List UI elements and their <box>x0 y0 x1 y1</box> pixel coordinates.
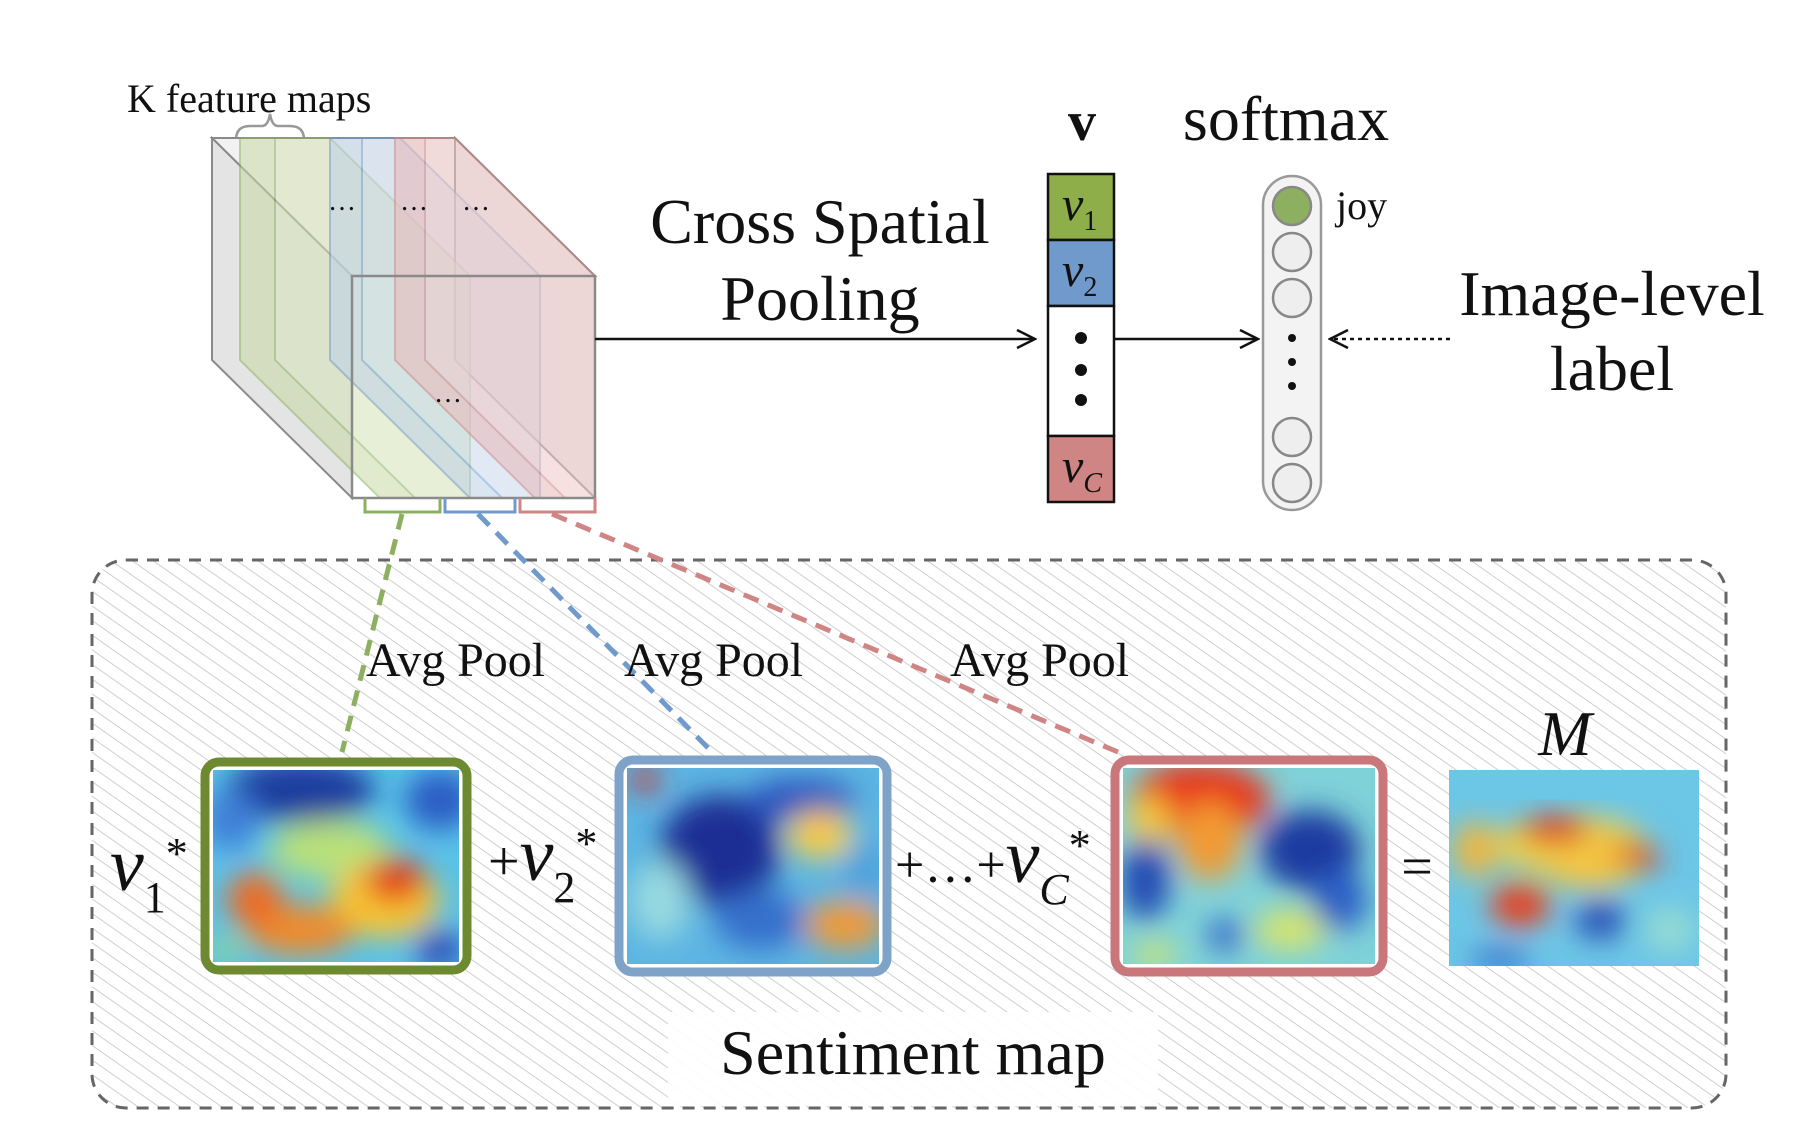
vector-cell-label-4: vC <box>1062 440 1102 499</box>
equals-sign: = <box>1401 836 1433 898</box>
image-level-label-line1: Image-level <box>1459 258 1765 329</box>
softmax-node-1 <box>1271 185 1313 227</box>
pooling-label-line1: Cross Spatial <box>650 186 990 257</box>
heatmap-3 <box>1110 755 1388 977</box>
heatmap-result: M <box>1449 698 1699 966</box>
softmax-top-label: joy <box>1334 183 1387 228</box>
softmax-node-3 <box>1271 277 1313 319</box>
term-2-expression: +v2* <box>488 813 597 912</box>
vector-title: v <box>1068 91 1096 153</box>
feature-ellipsis-1: … <box>328 186 356 217</box>
term-3-expression: +…+vC* <box>895 815 1091 914</box>
red-group-brace <box>518 498 597 514</box>
softmax-title: softmax <box>1183 83 1389 154</box>
term-3: +…+vC* <box>895 815 1091 914</box>
result-label: M <box>1537 698 1595 769</box>
avg-pool-label-1: Avg Pool <box>366 634 545 687</box>
term-2: +v2* <box>488 813 597 912</box>
feature-map-stack: K feature maps … … … … <box>127 76 598 514</box>
avg-pool-label-2: Avg Pool <box>624 634 803 687</box>
vector-cell-4 <box>1046 434 1116 504</box>
softmax-node-2 <box>1271 231 1313 273</box>
vector-cell-label-2: v2 <box>1062 244 1097 303</box>
feature-ellipsis-4: … <box>434 378 462 409</box>
softmax-node-5 <box>1271 462 1313 504</box>
cross-spatial-pooling: Cross Spatial Pooling <box>595 186 1035 339</box>
vector-cell-1 <box>1046 172 1116 242</box>
softmax-dot-2 <box>1288 358 1296 366</box>
vector-dot-2 <box>1075 364 1087 376</box>
green-avg-pool-link <box>339 513 405 753</box>
avg-pool-links: Avg Pool Avg Pool Avg Pool <box>339 511 1129 755</box>
avg-pool-label-3: Avg Pool <box>950 634 1129 687</box>
image-level-label-line2: label <box>1550 333 1674 404</box>
blue-group-brace <box>443 498 517 514</box>
vector-v: v v1 v2 vC <box>1046 91 1116 504</box>
term-1-expression: v1* <box>110 823 188 922</box>
vector-dot-3 <box>1075 394 1087 406</box>
vector-dot-1 <box>1075 332 1087 344</box>
softmax-dot-1 <box>1288 334 1296 342</box>
feature-maps-brace <box>234 113 306 141</box>
vector-cell-2 <box>1046 238 1116 308</box>
blue-avg-pool-link <box>476 512 714 754</box>
softmax-layer: softmax joy <box>1183 83 1389 512</box>
sentiment-map-caption: Sentiment map <box>720 1017 1106 1088</box>
green-group-brace <box>363 498 442 514</box>
softmax-node-4 <box>1271 416 1313 458</box>
term-1: v1* <box>110 823 188 922</box>
softmax-dot-3 <box>1288 382 1296 390</box>
feature-ellipsis-2: … <box>400 186 428 217</box>
vector-cell-label-1: v1 <box>1062 178 1097 237</box>
feature-maps-label: K feature maps <box>127 76 371 121</box>
heatmap-2 <box>614 755 892 977</box>
sentiment-map-caption-bg <box>668 1012 1158 1106</box>
pooling-label-line2: Pooling <box>720 263 919 334</box>
heatmap-1 <box>200 757 472 975</box>
feature-ellipsis-3: … <box>462 186 490 217</box>
